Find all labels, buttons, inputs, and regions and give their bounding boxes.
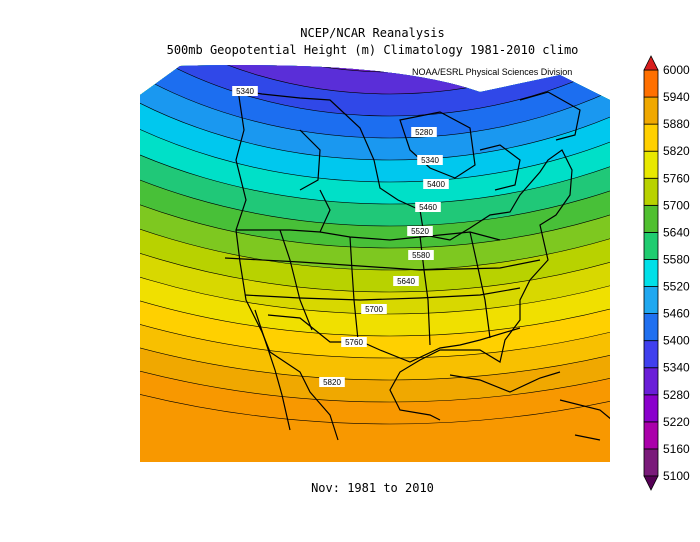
colorbar-tick-label: 5340 (663, 361, 690, 375)
colorbar-segment (643, 231, 659, 260)
colorbar-top-arrow (643, 55, 659, 71)
colorbar-segment (643, 123, 659, 152)
colorbar-tick-label: 5460 (663, 307, 690, 321)
contour-line (140, 65, 610, 315)
colorbar-tick-label: 5640 (663, 225, 690, 239)
contour-line (140, 65, 610, 403)
colorbar-tick-label: 5160 (663, 442, 690, 456)
colorbar-segment (643, 286, 659, 314)
svg-text:5460: 5460 (419, 203, 437, 212)
colorbar-tick-label: 5820 (663, 144, 690, 158)
colorbar-segment (643, 204, 659, 233)
colorbar-tick-label: 6000 (663, 63, 690, 77)
contour-label: 5760 (341, 337, 367, 347)
colorbar-segment (643, 177, 659, 206)
colorbar-segment (643, 96, 659, 125)
contour-line (140, 65, 610, 425)
contour-label: 5640 (393, 276, 419, 286)
svg-text:5640: 5640 (397, 277, 415, 286)
colorbar-segment (643, 367, 659, 396)
title-line-1: NCEP/NCAR Reanalysis (300, 26, 445, 40)
svg-text:5580: 5580 (412, 251, 430, 260)
contour-label: 5340 (417, 155, 443, 165)
contour-label: 5340 (232, 86, 258, 96)
svg-text:5820: 5820 (323, 378, 341, 387)
coastlines (224, 89, 610, 441)
svg-text:5340: 5340 (421, 156, 439, 165)
svg-text:5400: 5400 (427, 180, 445, 189)
contour-label: 5700 (361, 304, 387, 314)
svg-text:5760: 5760 (345, 338, 363, 347)
contour-label: 5400 (423, 179, 449, 189)
contour-line (140, 65, 610, 271)
svg-text:5340: 5340 (236, 87, 254, 96)
colorbar-segment (643, 150, 659, 179)
contour-line (140, 65, 610, 359)
colorbar-segment (643, 394, 659, 423)
colorbar-segment (643, 448, 659, 477)
date-range-label: Nov: 1981 to 2010 (311, 481, 434, 495)
svg-text:5280: 5280 (415, 128, 433, 137)
svg-text:5700: 5700 (365, 305, 383, 314)
contour-label: 5460 (415, 202, 441, 212)
colorbar-segment (643, 313, 659, 342)
contour-line (140, 65, 610, 161)
colorbar-tick-label: 5580 (663, 252, 690, 266)
contour-label: 5820 (319, 377, 345, 387)
contour-labels: 5340 5280 5340 5400 5460 5520 5580 5640 5700 5760… (232, 86, 449, 387)
colorbar-segment (643, 340, 659, 369)
contour-label: 5280 (411, 127, 437, 137)
contour-label: 5580 (408, 250, 434, 260)
colorbar-tick-label: 5520 (663, 280, 690, 294)
contour-line (140, 65, 610, 227)
colorbar-tick-label: 5100 (663, 469, 690, 483)
colorbar-segment (643, 259, 659, 287)
colorbar-tick-label: 5280 (663, 388, 690, 402)
colorbar-segment (643, 69, 659, 98)
contour-line (140, 65, 610, 95)
contour-line (140, 65, 610, 293)
colorbar-segment (643, 421, 659, 450)
svg-text:5520: 5520 (411, 227, 429, 236)
contour-line (140, 65, 610, 249)
contour-label: 5520 (407, 226, 433, 236)
contour-line (140, 65, 610, 337)
colorbar-tick-label: 5400 (663, 334, 690, 348)
credit-label: NOAA/ESRL Physical Sciences Division (412, 67, 573, 77)
colorbar-tick-label: 5880 (663, 117, 690, 131)
contour-line (140, 65, 610, 183)
contour-line (140, 65, 610, 205)
colorbar-tick-label: 5760 (663, 171, 690, 185)
contour-line (140, 65, 610, 381)
contour-line (140, 65, 610, 139)
title-line-2: 500mb Geopotential Height (m) Climatolog… (166, 43, 579, 57)
colorbar-bottom-arrow (643, 475, 659, 491)
colorbar-tick-label: 5220 (663, 415, 690, 429)
colorbar-tick-label: 5940 (663, 90, 690, 104)
colorbar-tick-label: 5700 (663, 198, 690, 212)
contour-line (140, 65, 610, 117)
